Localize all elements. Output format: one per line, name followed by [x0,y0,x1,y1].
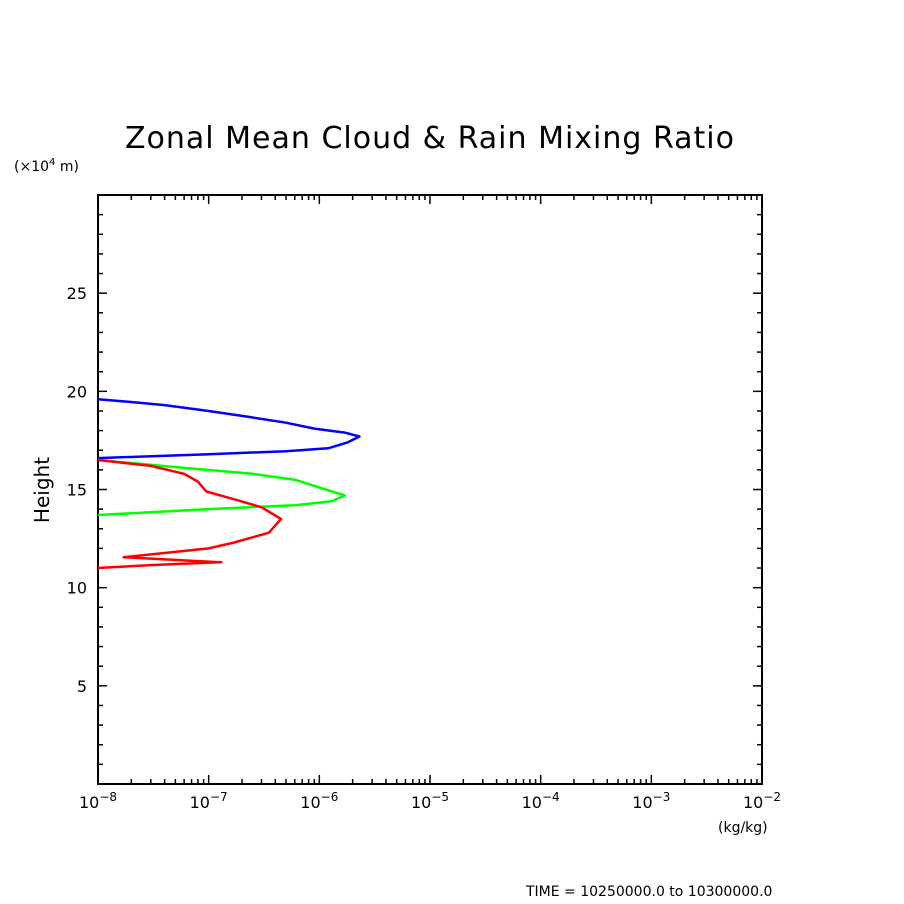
plot-frame [97,194,763,785]
x-tick-label: 10−7 [190,790,228,812]
x-unit-label: (kg/kg) [718,820,768,836]
x-tick-label: 10−6 [300,790,338,812]
y-axis-label: Height [30,457,54,523]
y-tick-label: 5 [77,677,87,696]
chart-title: Zonal Mean Cloud & Rain Mixing Ratio [125,121,735,156]
x-tick-label: 10−2 [743,790,781,812]
x-tick-label: 10−5 [411,790,449,812]
plot-area [97,194,763,785]
x-tick-label: 10−4 [522,790,560,812]
y-tick-label: 10 [67,579,87,598]
y-unit-label: (×104 m) [14,157,79,175]
series-line-blue [97,397,361,460]
x-tick-label: 10−3 [632,790,670,812]
series-line-green [97,458,347,517]
y-tick-labels: 5 10 15 20 25 [67,284,87,696]
x-tick-labels: 10−8 10−7 10−6 10−5 10−4 10−3 10−2 [79,790,781,812]
series-lines [97,397,361,570]
y-tick-label: 25 [67,284,87,303]
x-tick-label: 10−8 [79,790,117,812]
y-tick-label: 15 [67,481,87,500]
y-tick-label: 20 [67,382,87,401]
axis-ticks [97,195,763,784]
series-line-red [97,458,283,570]
time-range-footer: TIME = 10250000.0 to 10300000.0 [525,884,772,900]
